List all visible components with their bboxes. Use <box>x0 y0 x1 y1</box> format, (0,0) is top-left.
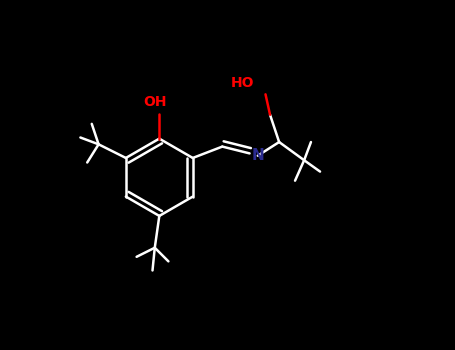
Text: HO: HO <box>231 76 254 90</box>
Text: N: N <box>252 148 264 163</box>
Text: OH: OH <box>143 95 167 109</box>
